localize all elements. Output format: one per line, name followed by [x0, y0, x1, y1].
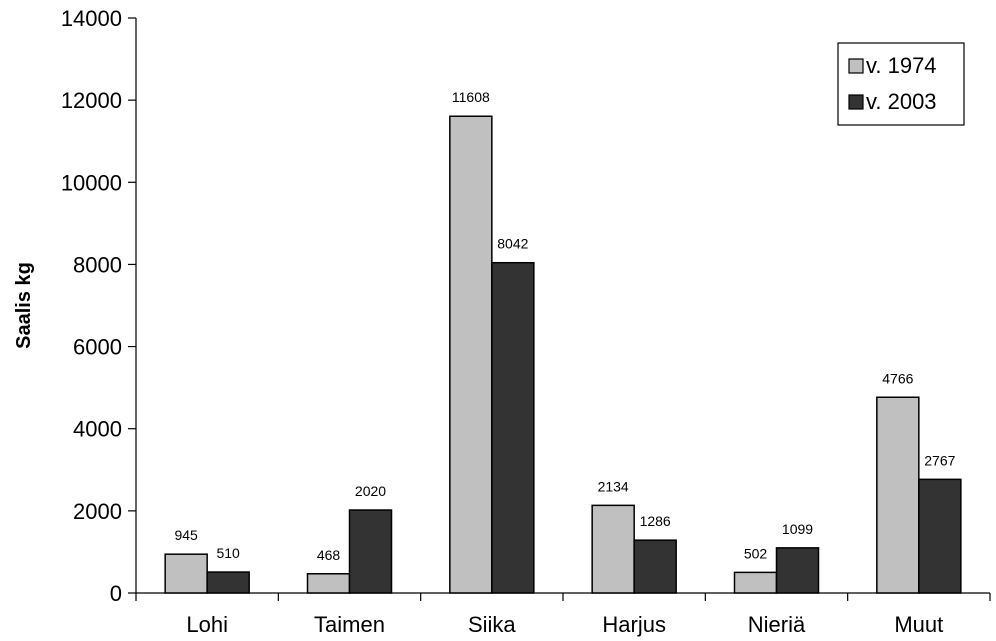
data-label: 502 — [744, 545, 768, 561]
bar-series-1 — [306, 573, 351, 594]
y-axis: 0 2000 4000 6000 8000 10000 12000 14000 — [61, 6, 137, 606]
data-label: 11608 — [452, 89, 490, 105]
y-tick-label: 2000 — [73, 499, 122, 524]
y-tick-label: 8000 — [73, 252, 122, 277]
x-tick-label: Taimen — [314, 612, 385, 637]
x-axis: Lohi Taimen Siika Harjus Nieriä Muut — [135, 592, 991, 637]
y-tick-label: 14000 — [61, 6, 122, 31]
legend-swatch — [848, 94, 864, 110]
legend-box — [837, 42, 965, 126]
data-label: 4766 — [882, 370, 913, 386]
data-label: 510 — [216, 545, 240, 561]
x-tick-label: Nieriä — [748, 612, 806, 637]
data-label: 8042 — [497, 236, 528, 252]
x-tick-label: Siika — [468, 612, 516, 637]
data-label: 945 — [174, 527, 198, 543]
bar-series-1 — [449, 115, 493, 594]
data-label: 2134 — [598, 478, 629, 494]
bars — [164, 115, 962, 594]
bar-series-2 — [918, 478, 962, 594]
bar-series-1 — [733, 571, 778, 594]
bar-series-2 — [775, 547, 820, 594]
data-label: 2020 — [355, 483, 386, 499]
bar-series-1 — [876, 396, 920, 594]
data-label: 1099 — [782, 521, 813, 537]
bar-series-2 — [633, 539, 677, 594]
y-tick-label: 10000 — [61, 170, 122, 195]
bar-series-1 — [591, 504, 635, 594]
x-tick-label: Lohi — [186, 612, 228, 637]
bar-series-2 — [491, 261, 535, 594]
y-tick-label: 0 — [110, 581, 122, 606]
bar-series-2 — [206, 571, 250, 594]
data-label: 2767 — [924, 452, 955, 468]
data-label: 1286 — [640, 513, 671, 529]
legend-label: v. 1974 — [866, 53, 937, 78]
x-tick-label: Harjus — [602, 612, 666, 637]
y-tick-label: 12000 — [61, 88, 122, 113]
bar-series-1 — [164, 553, 208, 594]
data-labels: 945 468 11608 2134 502 4766 510 2020 8042 1286 109… — [174, 89, 955, 563]
legend-label: v. 2003 — [866, 89, 937, 114]
y-tick-label: 4000 — [73, 417, 122, 442]
y-axis-title: Saalis kg — [13, 262, 35, 349]
legend-swatch — [848, 58, 864, 74]
x-tick-label: Muut — [894, 612, 943, 637]
legend: v. 1974 v. 2003 — [837, 42, 965, 126]
data-label: 468 — [317, 547, 341, 563]
bar-series-2 — [348, 509, 393, 594]
y-tick-label: 6000 — [73, 335, 122, 360]
